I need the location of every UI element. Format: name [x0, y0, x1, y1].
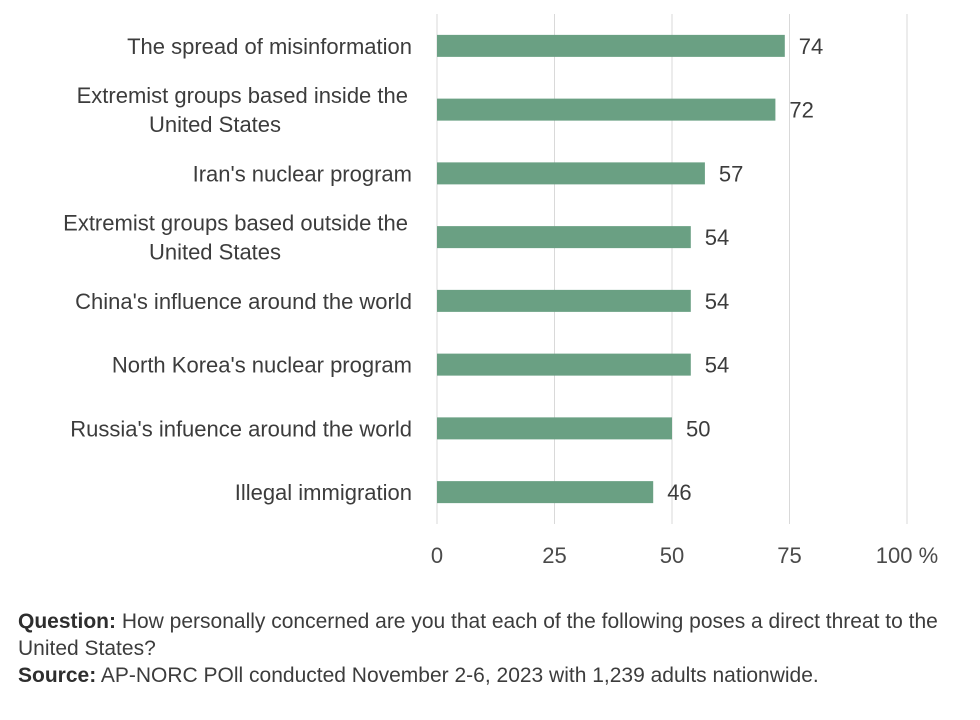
value-label-2: 57: [719, 161, 743, 186]
question-text: How personally concerned are you that ea…: [18, 610, 938, 660]
value-label-6: 50: [686, 416, 710, 441]
x-tick-label-0: 0: [431, 543, 443, 568]
value-label-4: 54: [705, 289, 729, 314]
category-label-0-0: The spread of misinformation: [127, 34, 412, 59]
x-tick-label-3: 75: [777, 543, 801, 568]
category-label-3-0: Extremist groups based outside the: [63, 211, 408, 236]
bar-6: [437, 417, 672, 440]
source-note: Source: AP-NORC POll conducted November …: [18, 662, 958, 689]
category-label-2-0: Iran's nuclear program: [193, 161, 412, 186]
bar-5: [437, 353, 691, 376]
bar-3: [437, 226, 691, 249]
source-label: Source:: [18, 664, 97, 687]
category-label-4-0: China's influence around the world: [75, 289, 412, 314]
x-tick-label-4: 100 %: [876, 543, 938, 568]
bar-4: [437, 289, 691, 312]
x-tick-label-2: 50: [660, 543, 684, 568]
value-label-1: 72: [789, 98, 813, 123]
question-label: Question:: [18, 610, 116, 633]
category-label-6-0: Russia's infuence around the world: [70, 416, 412, 441]
category-label-3-1: United States: [149, 240, 281, 265]
bar-7: [437, 481, 654, 504]
bar-2: [437, 162, 705, 185]
value-label-3: 54: [705, 225, 729, 250]
value-label-5: 54: [705, 353, 729, 378]
category-label-1-1: United States: [149, 112, 281, 137]
chart-notes: Question: How personally concerned are y…: [18, 608, 958, 689]
bar-1: [437, 98, 776, 121]
chart-area: 0 25 50 75 100 % 74 The spread of misinformati…: [63, 14, 938, 568]
x-tick-label-1: 25: [542, 543, 566, 568]
source-text: AP-NORC POll conducted November 2-6, 202…: [96, 664, 819, 687]
category-label-1-0: Extremist groups based inside the: [77, 83, 408, 108]
question-note: Question: How personally concerned are y…: [18, 608, 958, 662]
category-label-7-0: Illegal immigration: [235, 480, 412, 505]
bar-chart: 0 25 50 75 100 % 74 The spread of misinformati…: [63, 14, 938, 568]
bar-0: [437, 34, 785, 57]
category-label-5-0: North Korea's nuclear program: [112, 353, 412, 378]
value-label-0: 74: [799, 34, 823, 59]
value-label-7: 46: [667, 480, 691, 505]
